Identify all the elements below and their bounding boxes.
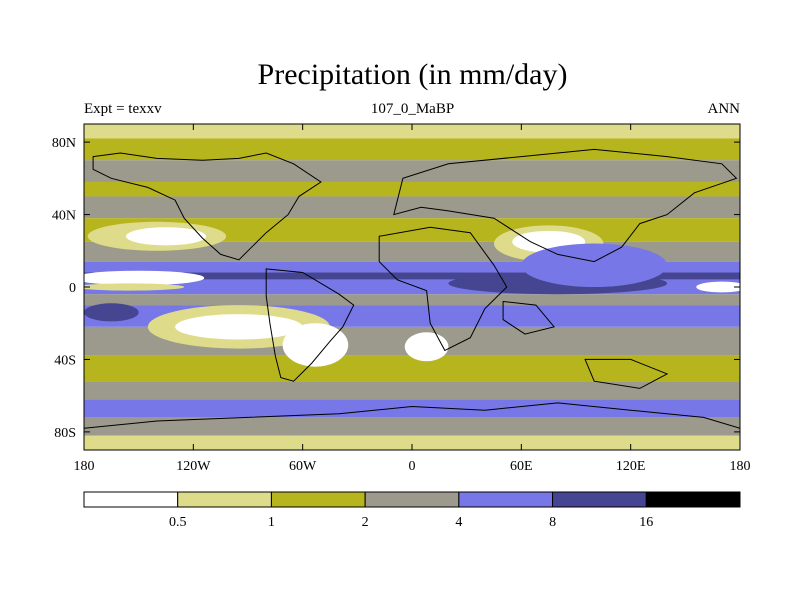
zonal-band-0 [84,124,740,139]
x-tick-label: 60W [289,459,317,474]
y-tick-label: 0 [69,281,76,296]
zonal-band-7 [84,261,740,273]
colorbar-swatch-1 [177,491,272,508]
region-west-pacific-wet [84,303,139,322]
colorbar-swatch-0 [83,491,179,508]
x-tick-label: 180 [730,459,751,474]
colorbar-level-label: 2 [362,515,369,530]
colorbar-level-label: 4 [455,515,462,530]
colorbar-level-label: 1 [268,515,275,530]
region-north-pacific-dry-core [125,227,207,246]
x-tick-label: 180 [74,459,95,474]
coastline-eurasia [393,148,738,263]
x-tick-label: 60E [510,459,533,474]
colorbar-swatch-2 [270,491,366,508]
region-east-pacific-wet-dry [84,283,185,291]
region-south-pacific-dry-core [175,314,303,340]
colorbar: 0.5 1 2 4 8 16 [83,491,741,530]
coastline-layer [84,148,740,450]
experiment-label: Expt = texxv [84,101,162,117]
coastline-north-america [92,152,322,261]
coastline-africa [378,226,508,352]
y-tick-label: 80N [52,136,76,151]
time-label: 107_0_MaBP [370,101,455,117]
coastline-australia [584,358,669,389]
zonal-band-17 [84,435,740,450]
region-east-pacific-wet [84,270,205,286]
zonal-band-1 [84,138,740,161]
zonal-band-3 [84,181,740,197]
zonal-band-14 [84,381,740,400]
zonal-band-4 [84,196,740,219]
zonal-band-13 [84,355,740,382]
colorbar-level-label: 0.5 [169,515,187,530]
coastline-antarctica [84,402,740,450]
coastline-south-america [265,268,355,382]
axes: 180 120W 60W 0 60E 120E 180 80N 40N 0 40S 80S [52,124,751,474]
region-africa-dry [404,332,449,362]
zonal-band-8 [84,272,740,280]
zonal-band-16 [84,417,740,436]
region-dateline-dry [696,281,740,293]
chart-title: Precipitation (in mm/day) [257,58,568,91]
precipitation-field [84,124,740,450]
zonal-band-2 [84,160,740,182]
colorbar-level-label: 8 [549,515,556,530]
coastline-india [502,300,555,335]
region-tethys-moist [521,243,668,287]
colorbar-swatch-5 [552,491,647,508]
x-tick-label: 120W [176,459,211,474]
y-tick-label: 40S [54,353,76,368]
colorbar-swatch-6 [645,491,741,508]
colorbar-swatch-3 [364,491,460,508]
zonal-band-15 [84,399,740,418]
x-tick-label: 120E [616,459,646,474]
region-south-america-dry [282,323,349,367]
season-label: ANN [707,101,741,117]
colorbar-level-label: 16 [639,515,653,530]
x-tick-label: 0 [409,459,416,474]
colorbar-swatch-4 [458,491,554,508]
y-tick-label: 80S [54,426,76,441]
y-tick-label: 40N [52,209,76,224]
zonal-band-10 [84,294,740,306]
